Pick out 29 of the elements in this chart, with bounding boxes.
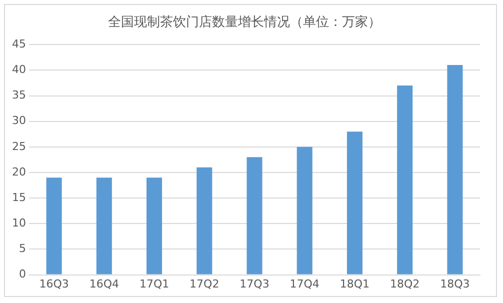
x-tick-label: 18Q3: [440, 277, 470, 290]
x-tick-label: 18Q1: [340, 277, 370, 290]
bar: [96, 178, 112, 274]
bar: [146, 178, 162, 274]
y-tick-label: 45: [12, 37, 26, 50]
y-tick-label: 10: [12, 216, 26, 230]
x-tick-label: 16Q3: [39, 277, 69, 290]
x-tick-label: 16Q4: [89, 277, 119, 290]
x-tick-label: 17Q3: [240, 277, 270, 290]
y-tick-label: 15: [12, 190, 26, 204]
x-tick-label: 17Q1: [139, 277, 170, 290]
y-tick-label: 25: [12, 140, 26, 153]
x-tick-label: 17Q2: [190, 277, 220, 290]
y-tick-label: 30: [12, 114, 26, 128]
y-tick-label: 35: [12, 88, 26, 102]
bar: [447, 65, 463, 274]
bar: [346, 132, 362, 274]
chart-title: 全国现制茶饮门店数量增长情况（单位：万家）: [108, 14, 381, 30]
y-tick-label: 20: [12, 165, 26, 178]
bar: [246, 157, 262, 274]
y-tick-label: 5: [18, 242, 26, 256]
y-tick-label: 0: [18, 268, 26, 281]
bar: [397, 86, 413, 274]
x-tick-label: 17Q4: [290, 277, 320, 290]
bar: [196, 167, 212, 274]
y-tick-label: 40: [12, 63, 26, 76]
x-tick-label: 18Q2: [390, 277, 420, 290]
bar: [296, 146, 312, 274]
bar: [46, 178, 62, 274]
